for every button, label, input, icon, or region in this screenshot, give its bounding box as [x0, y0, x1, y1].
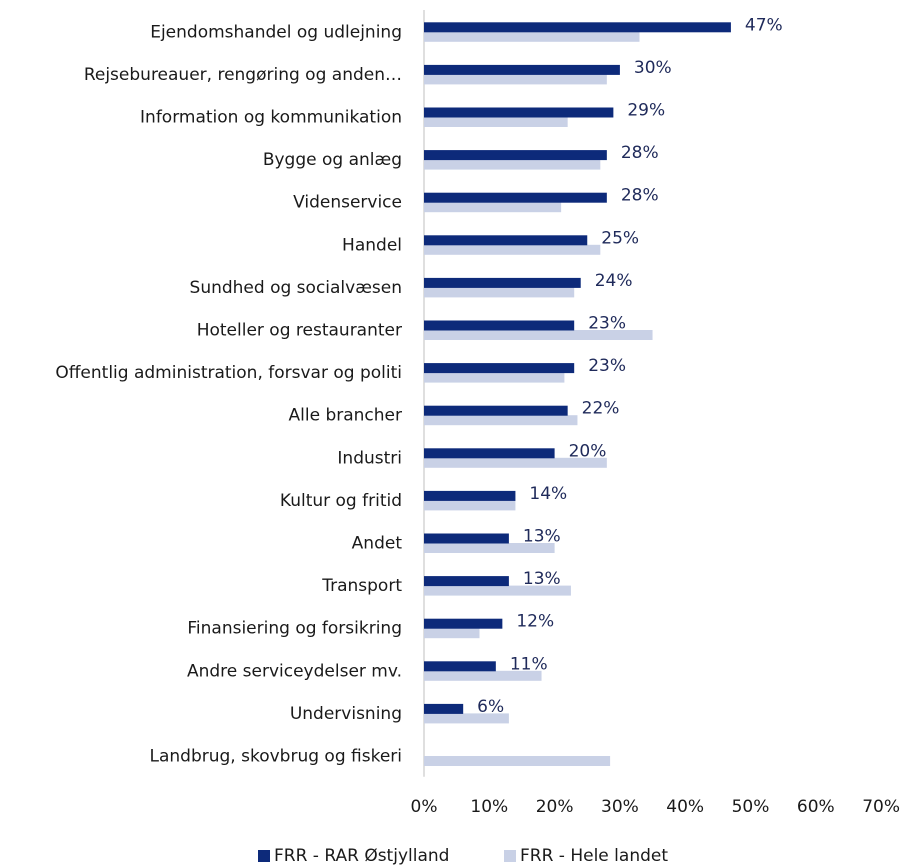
category-label: Handel: [342, 235, 402, 255]
legend-label-series-1: FRR - RAR Østjylland: [274, 846, 449, 865]
bar-hele-landet: [424, 713, 509, 724]
bar-rar-ostjylland: [424, 448, 555, 459]
data-label: 11%: [510, 654, 548, 674]
bar-hele-landet: [424, 628, 480, 639]
bar-rar-ostjylland: [424, 320, 575, 331]
category-label: Ejendomshandel og udlejning: [150, 22, 402, 42]
category-label: Bygge og anlæg: [263, 150, 402, 170]
bar-rar-ostjylland: [424, 277, 581, 288]
category-label: Andet: [352, 534, 403, 554]
bar-rar-ostjylland: [424, 64, 620, 75]
bar-rar-ostjylland: [424, 490, 516, 501]
bar-hele-landet: [424, 543, 555, 553]
x-tick-label: 40%: [666, 797, 704, 817]
bar-hele-landet: [424, 74, 607, 85]
data-label: 22%: [582, 399, 620, 419]
legend-label-series-2: FRR - Hele landet: [520, 846, 668, 865]
bar-hele-landet: [424, 202, 562, 213]
bar-rar-ostjylland: [424, 405, 568, 416]
bar-hele-landet: [424, 244, 601, 255]
bar-hele-landet: [424, 31, 640, 42]
bar-rar-ostjylland: [424, 661, 496, 672]
data-label: 20%: [569, 441, 607, 461]
data-label: 14%: [529, 484, 567, 504]
bar-rar-ostjylland: [424, 107, 614, 118]
category-label: Offentlig administration, forsvar og pol…: [55, 363, 402, 383]
bar-hele-landet: [424, 457, 607, 468]
category-label: Sundhed og socialvæsen: [190, 278, 402, 298]
data-label: 30%: [634, 58, 672, 78]
legend-swatch-series-2: [504, 850, 516, 862]
data-label: 28%: [621, 143, 659, 163]
category-label: Undervisning: [290, 704, 402, 724]
bar-rar-ostjylland: [424, 22, 731, 33]
x-tick-label: 70%: [862, 797, 900, 817]
category-label: Finansiering og forsikring: [187, 619, 402, 639]
bar-rar-ostjylland: [424, 618, 503, 629]
category-label: Videnservice: [293, 193, 402, 213]
bar-rar-ostjylland: [424, 363, 575, 374]
data-label: 29%: [627, 101, 665, 121]
data-label: 23%: [588, 314, 626, 334]
category-label: Alle brancher: [289, 406, 402, 426]
data-label: 23%: [588, 356, 626, 376]
x-tick-label: 20%: [536, 797, 574, 817]
data-label: 28%: [621, 186, 659, 206]
bar-hele-landet: [424, 117, 568, 127]
data-label: 24%: [595, 271, 633, 291]
category-label: Hoteller og restauranter: [197, 321, 402, 341]
category-label: Rejsebureauer, rengøring og anden…: [84, 65, 402, 85]
category-label: Andre serviceydelser mv.: [187, 661, 402, 681]
bar-rar-ostjylland: [424, 576, 509, 587]
data-label: 6%: [477, 697, 504, 717]
bar-hele-landet: [424, 585, 571, 596]
plot-area: Ejendomshandel og udlejning 47% Rejseburea…: [55, 10, 900, 817]
bar-hele-landet: [424, 670, 542, 681]
category-label: Landbrug, skovbrug og fiskeri: [150, 747, 403, 767]
category-label: Information og kommunikation: [140, 108, 402, 128]
x-tick-label: 0%: [411, 797, 438, 817]
bar-rar-ostjylland: [424, 192, 607, 203]
x-tick-label: 10%: [470, 797, 508, 817]
x-tick-label: 30%: [601, 797, 639, 817]
x-tick-label: 50%: [732, 797, 770, 817]
bar-rar-ostjylland: [424, 533, 509, 544]
bar-hele-landet: [424, 500, 516, 511]
data-label: 25%: [601, 228, 639, 248]
bar-rar-ostjylland: [424, 150, 607, 161]
category-label: Transport: [321, 576, 402, 596]
category-label: Kultur og fritid: [280, 491, 402, 511]
data-label: 13%: [523, 569, 561, 589]
bar-hele-landet: [424, 415, 578, 426]
bar-hele-landet: [424, 159, 601, 170]
data-label: 47%: [745, 15, 783, 35]
bar-hele-landet: [424, 330, 653, 340]
bar-hele-landet: [424, 756, 611, 766]
legend-swatch-series-1: [258, 850, 270, 862]
bar-hele-landet: [424, 372, 565, 383]
bar-hele-landet: [424, 287, 575, 298]
legend: FRR - RAR Østjylland FRR - Hele landet: [258, 846, 668, 865]
category-label: Industri: [337, 448, 402, 468]
bar-rar-ostjylland: [424, 703, 464, 714]
bar-rar-ostjylland: [424, 235, 588, 246]
data-label: 12%: [516, 612, 554, 632]
data-label: 13%: [523, 527, 561, 547]
x-tick-label: 60%: [797, 797, 835, 817]
